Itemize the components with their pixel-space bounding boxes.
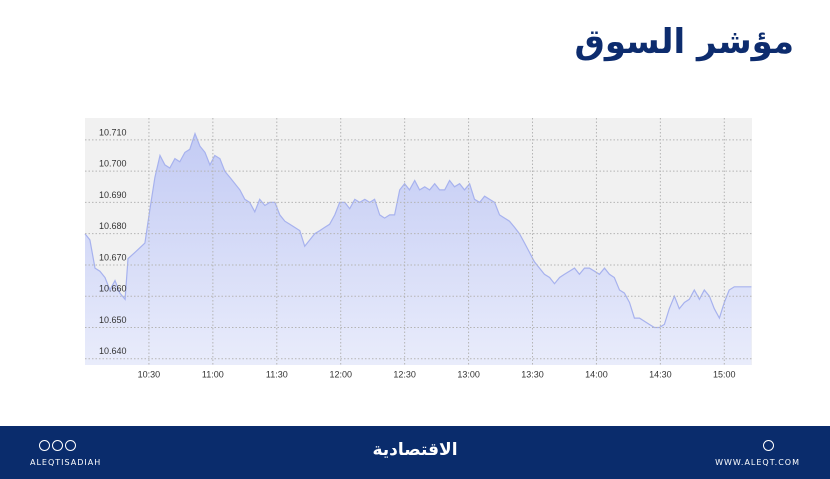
x-tick-label: 12:00 [329,369,352,379]
website: WWW.ALEQT.COM [715,458,800,467]
y-tick-label: 10.690 [99,190,127,200]
x-tick-label: 15:00 [713,369,736,379]
x-tick-label: 14:00 [585,369,608,379]
y-tick-label: 10.640 [99,346,127,356]
x-tick-label: 13:30 [521,369,544,379]
web-icon [762,440,775,454]
y-tick-label: 10.700 [99,159,127,169]
x-tick-label: 13:00 [457,369,480,379]
x-tick-label: 11:30 [266,369,288,379]
chart-title: مؤشر السوق [574,22,794,62]
x-tick-label: 14:30 [649,369,672,379]
area [85,133,752,365]
handle: ALEQTISADIAH [30,458,102,467]
y-tick-label: 10.660 [99,284,127,294]
x-tick-label: 11:00 [202,369,224,379]
brand: الاقتصادية [372,440,458,460]
y-tick-label: 10.670 [99,252,127,262]
chart: 10.640 10.650 10.660 10.670 10.680 10.690 10.7… [84,118,752,379]
y-tick-label: 10.710 [99,127,127,137]
social-icons [38,440,77,454]
y-tick-label: 10.650 [99,315,127,325]
footer: ALEQTISADIAH الاقتصادية WWW.ALEQT.COM [0,426,830,479]
x-tick-label: 12:30 [393,369,416,379]
x-tick-label: 10:30 [138,369,161,379]
y-tick-label: 10.680 [99,221,127,231]
